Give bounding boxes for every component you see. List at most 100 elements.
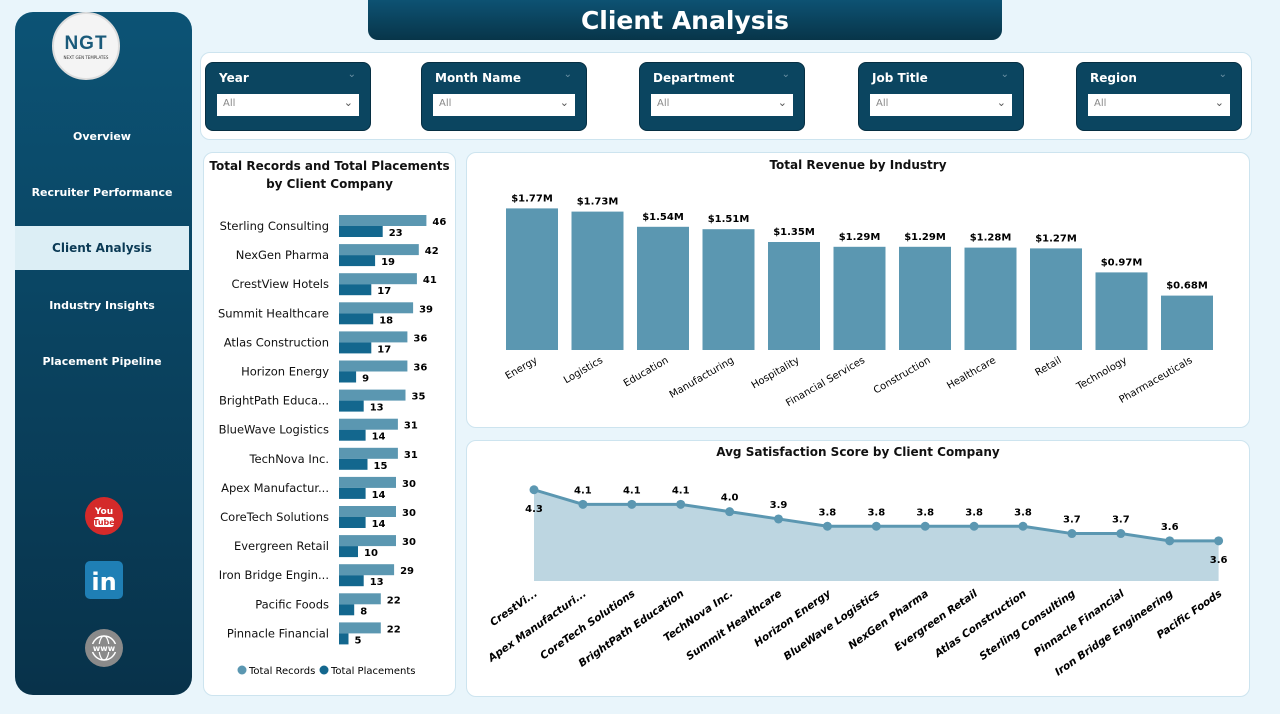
records-label: 30 <box>402 479 416 490</box>
revenue-bar <box>964 247 1017 350</box>
youtube-icon[interactable]: You Tube <box>84 496 124 536</box>
company-label: BlueWave Logistics <box>782 588 882 663</box>
industry-label: Construction <box>872 355 933 396</box>
filter-dropdown[interactable]: All ⌄ <box>870 94 1012 116</box>
records-bar <box>339 593 381 605</box>
satisfaction-panel: Avg Satisfaction Score by Client Company… <box>466 440 1250 697</box>
placements-bar <box>339 575 364 587</box>
revenue-bar <box>1030 248 1082 350</box>
industry-label: Logistics <box>562 355 605 386</box>
records-label: 31 <box>404 421 418 432</box>
filter-label: Month Name <box>435 71 521 85</box>
satisfaction-label: 3.8 <box>867 507 885 518</box>
satisfaction-label: 3.8 <box>819 507 837 518</box>
filter-dropdown[interactable]: All ⌄ <box>433 94 575 116</box>
records-bar <box>339 418 398 430</box>
logo: NGT NEXT GEN TEMPLATES <box>52 12 120 80</box>
nav-overview[interactable]: Overview <box>15 114 189 158</box>
website-icon[interactable]: www <box>84 628 124 668</box>
filter-dropdown[interactable]: All ⌄ <box>1088 94 1230 116</box>
revenue-bar <box>768 242 820 350</box>
company-label: Evergreen Retail <box>892 587 980 653</box>
filter-value: All <box>439 98 452 109</box>
nav-label: Overview <box>73 129 131 143</box>
placements-label: 10 <box>364 548 378 559</box>
satisfaction-label: 3.7 <box>1063 515 1081 526</box>
nav-client-analysis[interactable]: Client Analysis <box>15 226 189 270</box>
category-label: Pinnacle Financial <box>227 626 329 640</box>
records-label: 35 <box>412 392 426 403</box>
revenue-chart: $1.77M Energy $1.73M Logistics $1.54M Educati… <box>504 193 1213 409</box>
nav-industry-insights[interactable]: Industry Insights <box>15 283 189 327</box>
placements-bar <box>339 342 372 354</box>
category-label: BlueWave Logistics <box>219 423 329 437</box>
chevron-down-icon: ⌄ <box>777 96 787 109</box>
revenue-label: $1.51M <box>708 214 750 225</box>
nav-label: Industry Insights <box>49 298 155 312</box>
records-label: 31 <box>404 450 418 461</box>
revenue-label: $1.28M <box>970 233 1012 244</box>
placements-label: 13 <box>370 403 384 414</box>
records-bar <box>339 506 396 517</box>
revenue-label: $1.54M <box>642 212 684 223</box>
revenue-bar <box>637 226 689 350</box>
category-label: NexGen Pharma <box>236 248 329 262</box>
sidebar: NGT NEXT GEN TEMPLATES Overview Recruite… <box>15 12 192 695</box>
records-bar <box>339 215 427 226</box>
chevron-down-icon[interactable]: ⌄ <box>347 69 356 80</box>
revenue-label: $0.68M <box>1166 281 1208 292</box>
records-bar <box>339 622 381 634</box>
nav-recruiter-performance[interactable]: Recruiter Performance <box>15 170 189 214</box>
filter-label: Year <box>219 71 249 85</box>
chevron-down-icon[interactable]: ⌄ <box>781 69 790 80</box>
filter-dropdown[interactable]: All ⌄ <box>651 94 793 116</box>
revenue-bar <box>833 246 886 350</box>
category-label: Evergreen Retail <box>234 539 329 553</box>
filter-month-name: Month Name ⌄ All ⌄ <box>421 62 587 131</box>
category-label: Iron Bridge Engin... <box>219 568 329 582</box>
revenue-label: $1.35M <box>773 227 815 238</box>
company-label: NexGen Pharma <box>846 588 931 652</box>
records-placements-panel: Total Records and Total Placements by Cl… <box>203 152 456 696</box>
chevron-down-icon[interactable]: ⌄ <box>1000 69 1009 80</box>
category-label: Horizon Energy <box>241 365 329 379</box>
revenue-bar <box>899 246 951 350</box>
company-label: Summit Healthcare <box>684 588 784 663</box>
satisfaction-point <box>725 507 735 517</box>
records-label: 36 <box>413 363 427 374</box>
placements-bar <box>339 400 364 412</box>
satisfaction-label: 4.3 <box>525 504 543 515</box>
records-label: 22 <box>387 595 401 606</box>
nav-label: Client Analysis <box>52 241 152 255</box>
placements-label: 13 <box>370 577 384 588</box>
industry-label: Healthcare <box>945 355 998 392</box>
placements-label: 14 <box>372 519 386 530</box>
category-label: CoreTech Solutions <box>220 510 329 524</box>
records-bar <box>339 273 417 285</box>
revenue-bar <box>1095 272 1148 350</box>
category-label: Pacific Foods <box>255 597 329 611</box>
records-label: 41 <box>423 275 437 286</box>
records-bar <box>339 564 395 576</box>
placements-label: 17 <box>377 344 391 355</box>
placements-label: 8 <box>360 606 367 617</box>
legend-placements: Total Placements <box>330 666 415 677</box>
records-bar <box>339 244 419 256</box>
records-bar <box>339 331 408 343</box>
satisfaction-area <box>534 489 1219 581</box>
linkedin-icon[interactable]: in <box>84 560 124 600</box>
satisfaction-label: 3.8 <box>1014 507 1032 518</box>
placements-bar <box>339 429 366 441</box>
filter-dropdown[interactable]: All ⌄ <box>217 94 359 116</box>
placements-bar <box>339 517 366 528</box>
chevron-down-icon[interactable]: ⌄ <box>563 69 572 80</box>
nav-placement-pipeline[interactable]: Placement Pipeline <box>15 339 189 383</box>
placements-bar <box>339 284 372 296</box>
chart-title: Total Records and Total Placements by Cl… <box>209 159 450 191</box>
industry-label: Hospitality <box>750 355 802 391</box>
chart-title: Total Revenue by Industry <box>769 158 947 172</box>
nav-label: Recruiter Performance <box>31 185 173 199</box>
chevron-down-icon[interactable]: ⌄ <box>1218 69 1227 80</box>
satisfaction-point <box>676 499 686 509</box>
filter-value: All <box>876 98 889 109</box>
